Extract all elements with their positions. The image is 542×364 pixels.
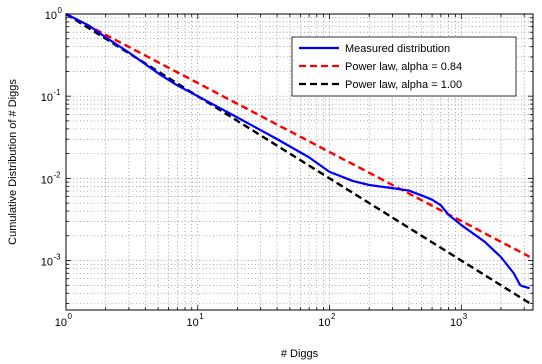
ticks: [65, 13, 533, 310]
x-tick-exponent: 0: [68, 312, 73, 321]
y-tick-label: 10: [41, 257, 53, 269]
x-tick-label: 10: [55, 317, 67, 329]
legend-label: Power law, alpha = 0.84: [345, 61, 462, 73]
legend: Measured distribution Power law, alpha = …: [291, 36, 517, 97]
y-tick-exponent: -3: [54, 253, 62, 262]
legend-box: [291, 36, 517, 97]
x-tick-label: 10: [450, 317, 462, 329]
x-tick-exponent: 3: [463, 312, 468, 321]
x-axis-label: # Diggs: [281, 348, 319, 360]
y-axis-label: Cumulative Distribution of # Diggs: [7, 79, 19, 245]
y-tick-exponent: 0: [58, 6, 63, 15]
y-tick-label: 10: [41, 174, 53, 186]
y-tick-exponent: -1: [54, 88, 62, 97]
legend-label: Power law, alpha = 1.00: [345, 79, 462, 91]
y-tick-label: 10: [45, 10, 57, 22]
legend-label: Measured distribution: [345, 43, 450, 55]
series-layer: [65, 12, 531, 305]
x-tick-label: 10: [187, 317, 199, 329]
x-tick-label: 10: [318, 317, 330, 329]
plot-frame: [65, 13, 534, 311]
y-tick-exponent: -2: [54, 170, 62, 179]
x-tick-exponent: 2: [331, 312, 336, 321]
y-tick-label: 10: [41, 92, 53, 104]
x-tick-exponent: 1: [199, 312, 204, 321]
series-line-measured-distribution: [65, 13, 530, 290]
